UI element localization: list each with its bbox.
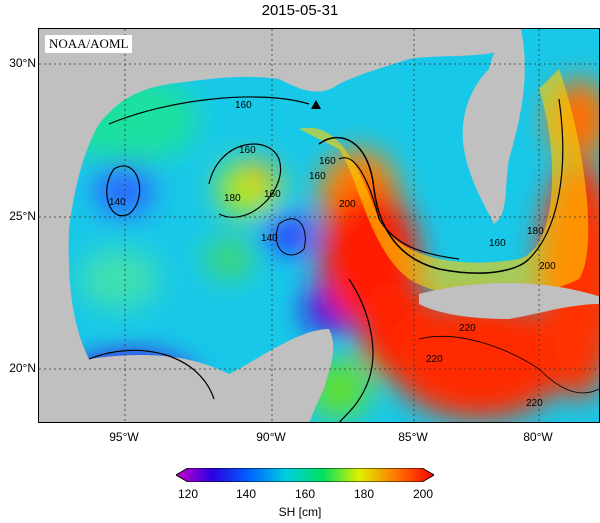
colorbar-tick: 180 <box>353 487 375 501</box>
map-gridlines <box>39 29 599 422</box>
colorbar-tick: 140 <box>235 487 257 501</box>
map-title: 2015-05-31 <box>261 2 339 19</box>
land-north-west <box>39 29 509 422</box>
lat-tick: 20°N <box>9 361 36 375</box>
colorbar-tick: 120 <box>177 487 199 501</box>
lon-tick: 85°W <box>398 430 428 444</box>
station-marker-triangle <box>311 100 321 109</box>
land-cuba <box>419 283 599 319</box>
colorbar-tick: 200 <box>412 487 434 501</box>
contour-lines <box>88 96 599 422</box>
lon-tick: 90°W <box>256 430 286 444</box>
credit-label: NOAA/AOML <box>45 35 133 53</box>
colorbar-tick: 160 <box>294 487 316 501</box>
land-florida <box>462 29 525 224</box>
colorbar-label: SH [cm] <box>278 505 322 519</box>
colorbar <box>176 468 434 482</box>
land-yucatan <box>89 329 334 422</box>
lat-tick: 30°N <box>9 56 36 70</box>
lon-tick: 80°W <box>523 430 553 444</box>
lon-tick: 95°W <box>109 430 139 444</box>
loop-current-edge <box>299 69 589 298</box>
map-plot: 160 160 160 180 160 160 140 140 200 160 … <box>38 28 600 423</box>
lat-tick: 25°N <box>9 209 36 223</box>
sea-height-map <box>39 29 599 422</box>
